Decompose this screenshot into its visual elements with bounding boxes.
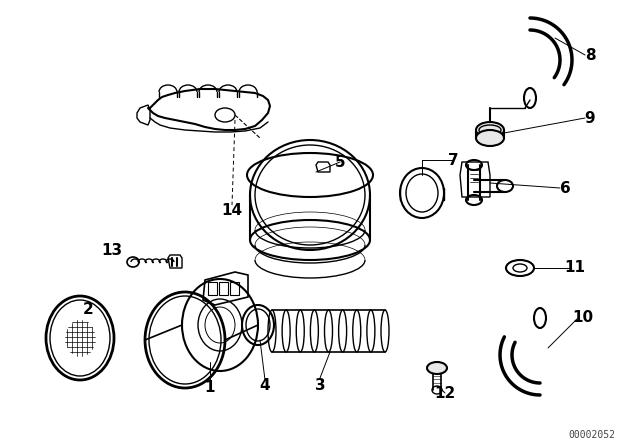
Text: 00002052: 00002052	[568, 430, 615, 440]
Ellipse shape	[476, 122, 504, 138]
Text: 5: 5	[335, 155, 346, 169]
Text: 4: 4	[260, 378, 270, 392]
Text: 13: 13	[101, 242, 123, 258]
Ellipse shape	[427, 362, 447, 374]
Text: 11: 11	[564, 260, 586, 276]
Text: 2: 2	[83, 302, 93, 318]
Text: 8: 8	[585, 47, 595, 63]
Text: 14: 14	[221, 202, 243, 217]
Text: 3: 3	[315, 378, 325, 392]
Text: 6: 6	[559, 181, 570, 195]
Text: 7: 7	[448, 152, 458, 168]
Text: 9: 9	[585, 111, 595, 125]
Text: 10: 10	[572, 310, 593, 326]
Ellipse shape	[476, 130, 504, 146]
Text: 1: 1	[205, 380, 215, 396]
Text: 12: 12	[435, 385, 456, 401]
